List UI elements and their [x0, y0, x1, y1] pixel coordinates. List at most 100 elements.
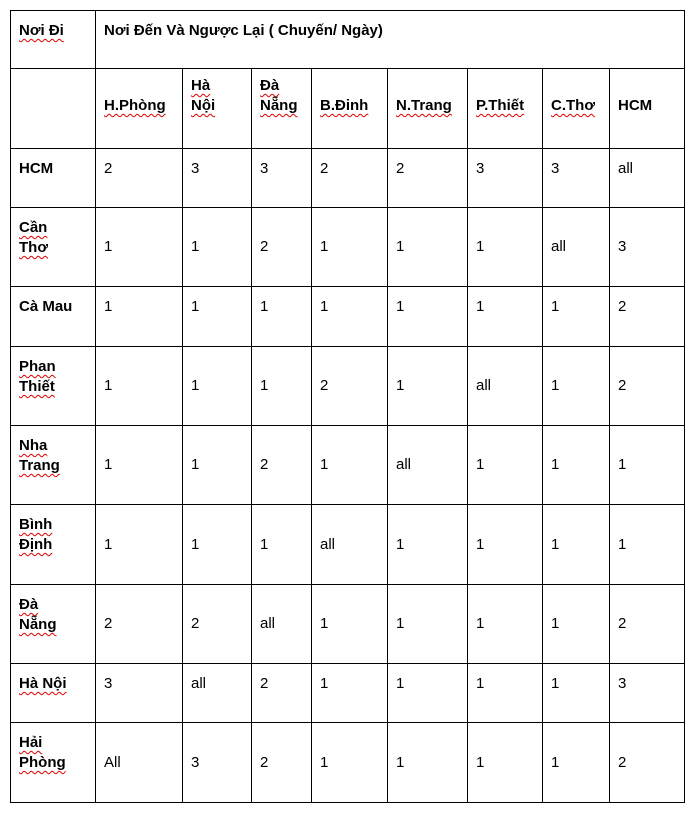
trip-count-cell: 2 [182, 584, 252, 664]
trip-count-cell: 1 [467, 207, 543, 287]
origin-label: Hải Phòng [10, 722, 96, 803]
trip-count-cell: 2 [95, 584, 183, 664]
trip-count-cell: 1 [311, 663, 388, 723]
trip-count-cell: 3 [251, 148, 312, 208]
trip-count-cell: 1 [542, 663, 610, 723]
trip-count-cell: 1 [387, 722, 468, 803]
trip-count-cell: 1 [387, 663, 468, 723]
column-header: HCM [609, 68, 685, 149]
trip-count-cell: 1 [467, 663, 543, 723]
origin-header: Nơi Đi [10, 10, 96, 69]
trip-count-cell: all [542, 207, 610, 287]
trip-count-cell: 1 [542, 286, 610, 347]
trip-count-cell: 1 [311, 207, 388, 287]
routes-table: Nơi Đi Nơi Đến Và Ngược Lại ( Chuyến/ Ng… [10, 10, 685, 803]
trip-count-cell: 1 [609, 425, 685, 505]
trip-count-cell: 1 [467, 584, 543, 664]
trip-count-cell: 3 [467, 148, 543, 208]
trip-count-cell: 3 [609, 207, 685, 287]
trip-count-cell: 2 [95, 148, 183, 208]
trip-count-cell: all [182, 663, 252, 723]
trip-count-cell: all [467, 346, 543, 426]
trip-count-cell: 1 [387, 504, 468, 585]
trip-count-cell: 1 [251, 346, 312, 426]
trip-count-cell: 1 [182, 504, 252, 585]
trip-count-cell: 1 [95, 346, 183, 426]
table-row: Đà Nẵng 2 2 all 1 1 1 1 2 [10, 584, 685, 664]
trip-count-cell: 1 [387, 346, 468, 426]
column-header: N.Trang [387, 68, 468, 149]
trip-count-cell: 1 [311, 722, 388, 803]
trip-count-cell: 2 [387, 148, 468, 208]
trip-count-cell: 1 [387, 207, 468, 287]
trip-count-cell: 1 [542, 425, 610, 505]
trip-count-cell: 1 [251, 286, 312, 347]
trip-count-cell: 2 [609, 286, 685, 347]
trip-count-cell: 1 [467, 504, 543, 585]
trip-count-cell: 3 [609, 663, 685, 723]
trip-count-cell: 2 [251, 207, 312, 287]
trip-count-cell: 1 [387, 286, 468, 347]
trip-count-cell: 1 [542, 584, 610, 664]
origin-label: Hà Nội [10, 663, 96, 723]
table-row: Cần Thơ 1 1 2 1 1 1 all 3 [10, 207, 685, 287]
trip-count-cell: 1 [182, 286, 252, 347]
origin-label: Đà Nẵng [10, 584, 96, 664]
trip-count-cell: 1 [182, 207, 252, 287]
trip-count-cell: 1 [467, 286, 543, 347]
trip-count-cell: 1 [95, 207, 183, 287]
trip-count-cell: all [387, 425, 468, 505]
trip-count-cell: 2 [251, 425, 312, 505]
origin-label: Cần Thơ [10, 207, 96, 287]
trip-count-cell: 2 [609, 346, 685, 426]
trip-count-cell: all [251, 584, 312, 664]
trip-count-cell: 1 [95, 425, 183, 505]
column-header: Đà Nẵng [251, 68, 312, 149]
trip-count-cell: 2 [609, 584, 685, 664]
empty-corner-cell [10, 68, 96, 149]
trip-count-cell: 1 [387, 584, 468, 664]
trip-count-cell: 3 [542, 148, 610, 208]
trip-count-cell: all [311, 504, 388, 585]
column-header: P.Thiết [467, 68, 543, 149]
origin-label: Cà Mau [10, 286, 96, 347]
destination-title: Nơi Đến Và Ngược Lại ( Chuyến/ Ngày) [95, 10, 685, 69]
table-row: Hải Phòng All 3 2 1 1 1 1 2 [10, 722, 685, 803]
trip-count-cell: 1 [311, 584, 388, 664]
trip-count-cell: 1 [182, 346, 252, 426]
table-row: HCM 2 3 3 2 2 3 3 all [10, 148, 685, 208]
column-header: Hà Nội [182, 68, 252, 149]
trip-count-cell: 1 [95, 504, 183, 585]
trip-count-cell: 2 [251, 663, 312, 723]
trip-count-cell: 3 [182, 148, 252, 208]
trip-count-cell: 3 [182, 722, 252, 803]
origin-label: Bình Định [10, 504, 96, 585]
column-header: C.Thơ [542, 68, 610, 149]
trip-count-cell: 2 [251, 722, 312, 803]
trip-count-cell: 2 [311, 148, 388, 208]
trip-count-cell: 1 [467, 425, 543, 505]
trip-count-cell: 1 [542, 504, 610, 585]
trip-count-cell: 1 [542, 346, 610, 426]
column-header: B.Đinh [311, 68, 388, 149]
trip-count-cell: 1 [311, 286, 388, 347]
table-row: Hà Nội 3 all 2 1 1 1 1 3 [10, 663, 685, 723]
trip-count-cell: all [609, 148, 685, 208]
origin-label: HCM [10, 148, 96, 208]
trip-count-cell: 1 [95, 286, 183, 347]
trip-count-cell: 2 [609, 722, 685, 803]
trip-count-cell: 2 [311, 346, 388, 426]
trip-count-cell: All [95, 722, 183, 803]
table-row: Phan Thiết 1 1 1 2 1 all 1 2 [10, 346, 685, 426]
origin-label: Nha Trang [10, 425, 96, 505]
trip-count-cell: 1 [467, 722, 543, 803]
table-row: Bình Định 1 1 1 all 1 1 1 1 [10, 504, 685, 585]
trip-count-cell: 3 [95, 663, 183, 723]
trip-count-cell: 1 [609, 504, 685, 585]
table-row: Cà Mau 1 1 1 1 1 1 1 2 [10, 286, 685, 347]
trip-count-cell: 1 [251, 504, 312, 585]
trip-count-cell: 1 [542, 722, 610, 803]
trip-count-cell: 1 [311, 425, 388, 505]
trip-count-cell: 1 [182, 425, 252, 505]
table-row: Nha Trang 1 1 2 1 all 1 1 1 [10, 425, 685, 505]
